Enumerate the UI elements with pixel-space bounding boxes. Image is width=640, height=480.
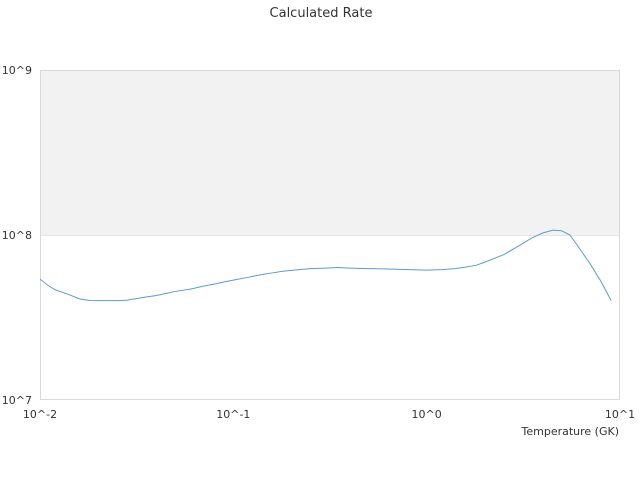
- chart-title: Calculated Rate: [270, 6, 373, 21]
- shaded-band: [40, 70, 620, 235]
- plot-area-frame: [40, 70, 620, 400]
- x-tick-label: 10^1: [605, 408, 635, 421]
- x-tick-label: 10^0: [412, 408, 442, 421]
- y-tick-label: 10^7: [2, 394, 32, 407]
- y-axis: 10^7 10^8 10^9: [2, 64, 32, 407]
- y-tick-label: 10^8: [2, 229, 32, 242]
- x-tick-label: 10^-1: [216, 408, 250, 421]
- x-axis: 10^-2 10^-1 10^0 10^1: [23, 408, 635, 421]
- y-tick-label: 10^9: [2, 64, 32, 77]
- x-axis-label: Temperature (GK): [521, 425, 620, 438]
- rate-series-line: [39, 229, 612, 302]
- x-tick-label: 10^-2: [23, 408, 57, 421]
